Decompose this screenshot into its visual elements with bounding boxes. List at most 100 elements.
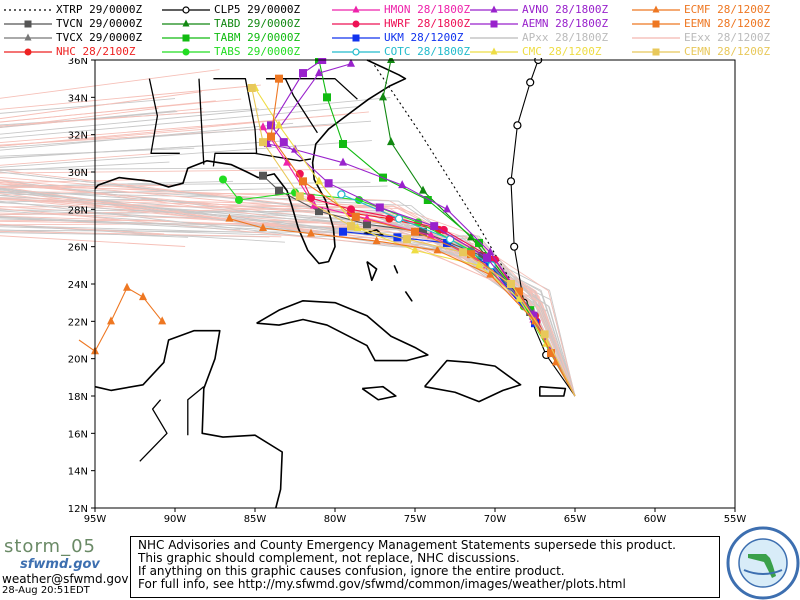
legend-entry: COTC 28/1800Z [330, 45, 495, 59]
track-marker [182, 19, 190, 27]
track-marker [352, 20, 360, 28]
track-marker [259, 138, 267, 147]
lon-tick-label: 70W [484, 514, 507, 525]
track-marker [490, 47, 498, 55]
legend-label: AEMN 28/1800Z [522, 17, 609, 30]
track-marker [315, 68, 323, 77]
legend-swatch [162, 6, 210, 14]
legend-entry: CMC 28/1200Z [468, 45, 633, 59]
track-marker [235, 196, 243, 204]
track-marker [24, 20, 32, 28]
coastline-segment [423, 359, 522, 403]
legend-entry: EEMN 28/1200Z [630, 17, 795, 31]
coastline-segment [366, 260, 378, 282]
track-marker [475, 260, 483, 269]
track-marker [299, 69, 307, 78]
legend-label: CEMN 28/1200Z [684, 45, 771, 58]
contact-email[interactable]: weather@sfwmd.gov [2, 572, 129, 586]
legend-swatch [632, 37, 680, 39]
legend-label: ECMF 28/1200Z [684, 3, 771, 16]
track-marker [339, 140, 347, 148]
track-marker [315, 207, 323, 216]
track-marker [475, 238, 483, 247]
legend-swatch [162, 34, 210, 42]
track-marker [352, 5, 360, 13]
lat-tick-label: 12N [68, 504, 88, 515]
disclaimer-line: This graphic should complement, not repl… [138, 551, 520, 565]
legend-swatch [470, 47, 518, 55]
lon-tick-label: 85W [244, 514, 267, 525]
legend-entry: AEMN 28/1800Z [468, 17, 633, 31]
coastline-segment [256, 300, 429, 362]
legend-swatch [632, 5, 680, 13]
axis-labels: 95W 90W 85W 80W 75W 70W 65W 60W 55W 36N 34N 32N 30N 2… [68, 58, 747, 525]
coastline-segment [538, 385, 567, 397]
track-marker [275, 120, 283, 129]
track-marker [423, 196, 432, 204]
legend-swatch [470, 37, 518, 39]
legend-entry: HWRF 28/1800Z [330, 17, 495, 31]
track-marker [353, 223, 362, 231]
legend-label: UKM 28/1200Z [384, 31, 464, 44]
track-marker [430, 222, 439, 231]
lat-tick-label: 36N [68, 58, 88, 67]
track-marker [490, 20, 498, 28]
legend-label: TVCN 29/0000Z [56, 17, 143, 30]
track-marker [540, 330, 549, 339]
lon-tick-label: 65W [564, 514, 587, 525]
track-marker [506, 177, 516, 186]
track-marker [529, 311, 538, 320]
legend-label: COTC 28/1800Z [384, 45, 471, 58]
track-marker [652, 20, 660, 28]
track-marker [352, 34, 360, 42]
legend-swatch [4, 20, 52, 28]
legend-swatch [4, 9, 52, 11]
track-marker [478, 252, 487, 260]
track-marker [351, 212, 360, 221]
disclaimer-line: If anything on this graphic causes confu… [138, 564, 565, 578]
track-marker [307, 194, 315, 203]
timestamp: 28-Aug 20:51EDT [2, 585, 90, 596]
ensemble-member-line [0, 98, 576, 397]
legend-entry: AVNO 28/1800Z [468, 3, 633, 17]
track-marker [337, 190, 346, 199]
lon-tick-label: 55W [724, 514, 747, 525]
track-marker [123, 282, 131, 291]
track-marker [419, 227, 427, 236]
track-marker [510, 242, 519, 251]
ensemble-member-line [0, 226, 576, 397]
track-marker [443, 238, 451, 247]
track-marker [467, 250, 475, 259]
disclaimer-box: NHC Advisories and County Emergency Mana… [130, 536, 720, 598]
disclaimer-link[interactable]: For full info, see http://my.sfwmd.gov/s… [138, 577, 626, 591]
district-seal-logo [726, 526, 800, 600]
track-marker [24, 48, 32, 56]
track-marker [483, 253, 491, 262]
track-marker [158, 316, 167, 325]
lon-tick-label: 80W [324, 514, 347, 525]
legend-entry: NHC 28/2100Z [2, 45, 167, 59]
lat-tick-label: 16N [68, 429, 88, 440]
track-marker [283, 157, 291, 166]
track-marker [363, 220, 371, 229]
track-marker [295, 192, 304, 201]
legend-swatch [470, 20, 518, 28]
track-marker [275, 74, 283, 83]
legend-swatch [332, 20, 380, 28]
model-tracks [78, 58, 576, 397]
legend-label: TABD 29/0000Z [214, 17, 301, 30]
legend-label: CLP5 29/0000Z [214, 3, 301, 16]
border-line [148, 78, 180, 154]
legend-label: AVNO 28/1800Z [522, 3, 609, 16]
track-marker [652, 48, 660, 56]
track-marker [225, 213, 234, 222]
lat-tick-label: 14N [68, 467, 88, 478]
track-marker [339, 227, 347, 236]
track-marker [379, 92, 387, 101]
track-marker [279, 138, 288, 147]
track-marker [275, 186, 283, 195]
track-marker [259, 223, 267, 231]
lat-tick-label: 32N [68, 131, 88, 142]
lat-tick-label: 30N [68, 168, 88, 179]
legend-label: TABS 29/0000Z [214, 45, 301, 58]
